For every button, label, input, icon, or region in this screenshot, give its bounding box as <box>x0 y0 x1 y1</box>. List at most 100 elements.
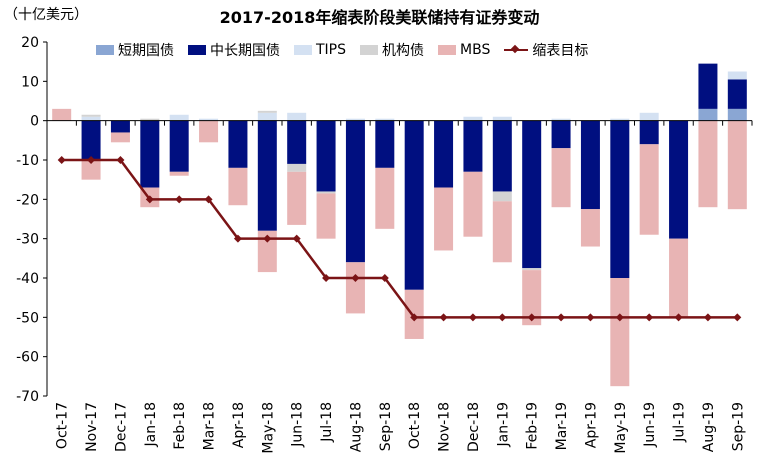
bar-short-term <box>727 108 747 121</box>
legend-item-mbs: MBS <box>438 42 490 58</box>
bar-mbs <box>639 144 659 235</box>
bar-long-term <box>110 120 130 133</box>
bar-long-term <box>727 79 747 109</box>
bar-tips <box>199 118 219 121</box>
y-tick-label: 20 <box>21 35 39 51</box>
x-tick-label: Mar-18 <box>202 402 218 450</box>
legend: 短期国债 中长期国债 TIPS 机构债 MBS 缩表目标 <box>96 40 588 60</box>
x-tick-label: Feb-18 <box>172 402 188 450</box>
bar-tips <box>257 112 277 121</box>
bar-tips <box>727 71 747 80</box>
bar-tips <box>375 118 395 121</box>
bar-long-term <box>551 120 571 149</box>
target-marker <box>527 313 536 322</box>
bar-agency <box>492 191 512 202</box>
legend-item-target: 缩表目标 <box>504 40 588 60</box>
bar-long-term <box>698 63 718 109</box>
bar-mbs <box>257 230 277 273</box>
bar-mbs <box>345 262 365 314</box>
bar-mbs <box>316 193 336 239</box>
target-marker <box>468 313 477 322</box>
bar-mbs <box>727 120 747 210</box>
bar-agency <box>522 268 542 271</box>
legend-label-target: 缩表目标 <box>532 43 589 59</box>
legend-label-agency: 机构债 <box>382 43 425 59</box>
bar-long-term <box>522 120 542 269</box>
y-tick-label: -40 <box>16 271 39 287</box>
legend-swatch-short-term <box>96 45 114 55</box>
x-tick-label: Sep-18 <box>378 402 394 451</box>
legend-swatch-mbs <box>438 45 457 55</box>
bar-long-term <box>434 120 454 188</box>
x-tick-label: May-18 <box>260 402 276 454</box>
y-tick-label: -30 <box>16 232 39 248</box>
x-tick-label: Aug-19 <box>701 402 717 452</box>
x-tick-label: Jan-19 <box>495 402 511 447</box>
bar-long-term <box>639 120 659 145</box>
x-tick-label: Nov-18 <box>437 402 453 452</box>
legend-label-long-term: 中长期国债 <box>210 43 280 59</box>
y-tick-label: -10 <box>16 153 39 169</box>
bar-tips <box>639 112 659 121</box>
y-tick-label: -70 <box>16 389 39 405</box>
target-marker <box>410 313 419 322</box>
bar-tips <box>610 118 630 121</box>
bar-long-term <box>610 120 630 279</box>
target-marker <box>87 156 96 164</box>
x-tick-label: Nov-17 <box>84 402 100 452</box>
legend-swatch-target <box>504 45 529 55</box>
bar-mbs <box>375 167 395 229</box>
legend-swatch-agency <box>360 45 379 55</box>
target-marker <box>380 274 389 282</box>
x-tick-label: Oct-18 <box>407 402 423 449</box>
bar-agency <box>140 118 160 121</box>
target-marker <box>703 313 712 322</box>
bar-long-term <box>463 120 483 172</box>
bar-mbs <box>463 171 483 237</box>
legend-item-agency: 机构债 <box>360 40 424 60</box>
target-marker <box>204 195 213 204</box>
bar-mbs <box>81 160 101 180</box>
bar-mbs <box>434 187 454 251</box>
bar-long-term <box>316 120 336 192</box>
bar-mbs <box>199 120 219 143</box>
target-marker <box>351 274 360 282</box>
target-marker <box>175 195 184 204</box>
bar-long-term <box>228 120 248 168</box>
bar-tips <box>81 116 101 121</box>
bar-agency <box>316 191 336 194</box>
bar-long-term <box>81 120 101 160</box>
target-marker <box>439 313 448 322</box>
bar-mbs <box>669 238 689 318</box>
x-tick-label: Feb-19 <box>525 402 541 450</box>
x-tick-label: Oct-17 <box>55 402 71 449</box>
bar-tips <box>463 116 483 121</box>
bar-mbs <box>610 278 630 387</box>
legend-item-tips: TIPS <box>294 42 346 58</box>
target-marker <box>57 156 66 164</box>
y-tick-label: -20 <box>16 192 39 208</box>
y-tick-label: -60 <box>16 350 39 366</box>
legend-item-short-term: 短期国债 <box>96 40 174 60</box>
target-marker <box>263 234 272 243</box>
target-marker <box>645 313 654 322</box>
x-tick-label: Dec-17 <box>113 402 129 452</box>
bar-long-term <box>580 120 600 210</box>
legend-label-tips: TIPS <box>316 42 347 58</box>
bar-mbs <box>551 148 571 208</box>
bar-long-term <box>140 120 160 188</box>
bar-mbs <box>287 171 307 225</box>
target-marker <box>145 195 154 204</box>
x-tick-label: Jul-18 <box>319 402 335 443</box>
x-tick-label: May-19 <box>613 402 629 454</box>
x-tick-label: Dec-18 <box>466 402 482 452</box>
target-line <box>61 158 738 319</box>
bar-long-term <box>375 120 395 168</box>
bar-long-term <box>404 120 424 290</box>
x-tick-label: Apr-19 <box>583 402 599 448</box>
target-marker <box>615 313 624 322</box>
target-marker <box>322 274 331 282</box>
bar-long-term <box>169 120 189 172</box>
legend-swatch-long-term <box>188 45 206 55</box>
